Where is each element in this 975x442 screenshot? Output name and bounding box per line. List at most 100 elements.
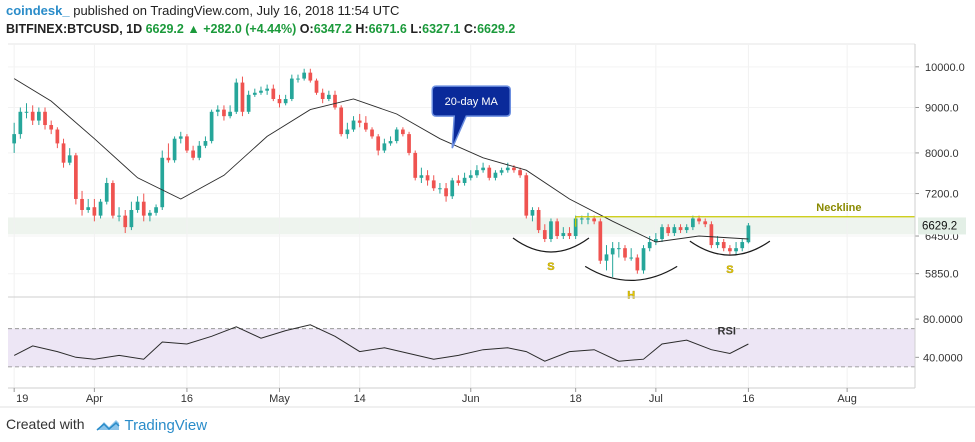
candle-body [438, 188, 442, 190]
candle-body [12, 134, 17, 144]
candle-body [512, 167, 516, 171]
candle-body [691, 218, 695, 228]
candle-body [660, 227, 664, 240]
close-value: 6629.2 [477, 22, 516, 36]
right-shoulder-arc [689, 240, 771, 256]
candle-body [135, 201, 140, 210]
candle-body [703, 221, 708, 225]
candle-body [178, 136, 183, 139]
last-price-tag: 6629.2 [918, 217, 966, 235]
ma-20-line [13, 78, 749, 243]
candle-body [308, 72, 313, 81]
candle-body [203, 141, 208, 146]
rsi-band [8, 328, 915, 367]
y-tick-label: 5850.0 [925, 269, 959, 281]
candle-body [505, 167, 510, 171]
candle-body [536, 209, 541, 231]
open-label: O: [299, 22, 314, 36]
candle-body [154, 207, 158, 213]
x-tick-label: 14 [354, 393, 366, 405]
y-tick-label: 7200.0 [925, 189, 959, 201]
low-label: L: [410, 22, 423, 36]
candle-body [456, 180, 461, 184]
candle-body [296, 78, 300, 80]
candle-body [721, 242, 726, 249]
candle-body [61, 143, 66, 163]
candle-body [647, 242, 652, 249]
y-tick-label: 8000.0 [925, 148, 959, 160]
ma-callout-text: 20-day MA [445, 96, 499, 108]
candle-body [326, 94, 331, 99]
candle-body [697, 218, 701, 222]
candle-body [715, 242, 720, 246]
close-label: C: [463, 22, 478, 36]
header-line-2: BITFINEX:BTCUSD, 1D 6629.2 ▲ +282.0 (+4.… [6, 22, 515, 36]
candle-body [573, 218, 578, 237]
candle-body [320, 92, 325, 99]
candle-body [246, 94, 251, 112]
candle-body [388, 141, 393, 144]
rsi-line [13, 324, 749, 362]
candle-body [18, 111, 23, 135]
last-price: 6629.2 [145, 22, 184, 36]
candle-body [104, 183, 109, 202]
candle-body [123, 215, 128, 228]
ma-callout-box [431, 85, 511, 149]
candle-body [30, 111, 35, 121]
candle-body [419, 175, 424, 178]
rsi-axis: 80.0000 40.0000 [915, 314, 963, 364]
candle-body [277, 98, 282, 104]
candle-body [382, 143, 387, 151]
candle-body [197, 145, 202, 158]
candle-body [493, 172, 498, 178]
candle-body [678, 227, 683, 231]
candle-body [191, 150, 195, 158]
candle-body [364, 122, 368, 130]
candle-body [351, 120, 356, 130]
candle-body [709, 224, 714, 246]
candle-body [610, 248, 615, 255]
candle-body [172, 138, 177, 161]
candle-body [166, 157, 171, 161]
candle-body [635, 257, 640, 271]
candle-body [24, 111, 29, 113]
candle-body [616, 248, 621, 250]
x-tick-label: Jun [462, 393, 480, 405]
candle-body [370, 129, 374, 137]
publisher-name[interactable]: coindesk_ [6, 3, 70, 18]
candle-body [487, 167, 492, 178]
candle-body [518, 170, 522, 176]
candle-body [160, 157, 165, 208]
candle-body [117, 215, 121, 217]
candle-body [376, 136, 381, 151]
published-info: published on TradingView.com, July 16, 2… [73, 3, 400, 18]
candle-body [623, 248, 627, 258]
candle-body [289, 78, 294, 99]
x-tick-label: Jul [649, 393, 663, 405]
candle-body [524, 175, 529, 216]
candle-body [728, 248, 732, 252]
tradingview-brand-link[interactable]: TradingView [124, 416, 208, 434]
candle-body [185, 136, 189, 151]
candle-body [641, 248, 646, 271]
candle-body [92, 207, 97, 216]
candle-body [431, 180, 436, 189]
candle-body [475, 170, 479, 176]
candle-body [86, 207, 91, 210]
symbol-label: BITFINEX:BTCUSD, 1D [6, 22, 143, 36]
open-value: 6347.2 [313, 22, 352, 36]
candle-body [499, 170, 504, 173]
candle-body [684, 227, 689, 231]
rsi-tick-label: 80.0000 [923, 314, 963, 326]
candle-body [542, 230, 547, 240]
candle-body [401, 129, 405, 135]
high-label: H: [355, 22, 369, 36]
candle-body [450, 180, 455, 197]
right-shoulder-label: S [726, 264, 733, 276]
created-with-text: Created with [6, 416, 85, 432]
candle-body [592, 218, 597, 222]
tradingview-logo-icon[interactable] [96, 418, 121, 432]
candle-body [55, 129, 60, 144]
candle-body [413, 152, 418, 178]
